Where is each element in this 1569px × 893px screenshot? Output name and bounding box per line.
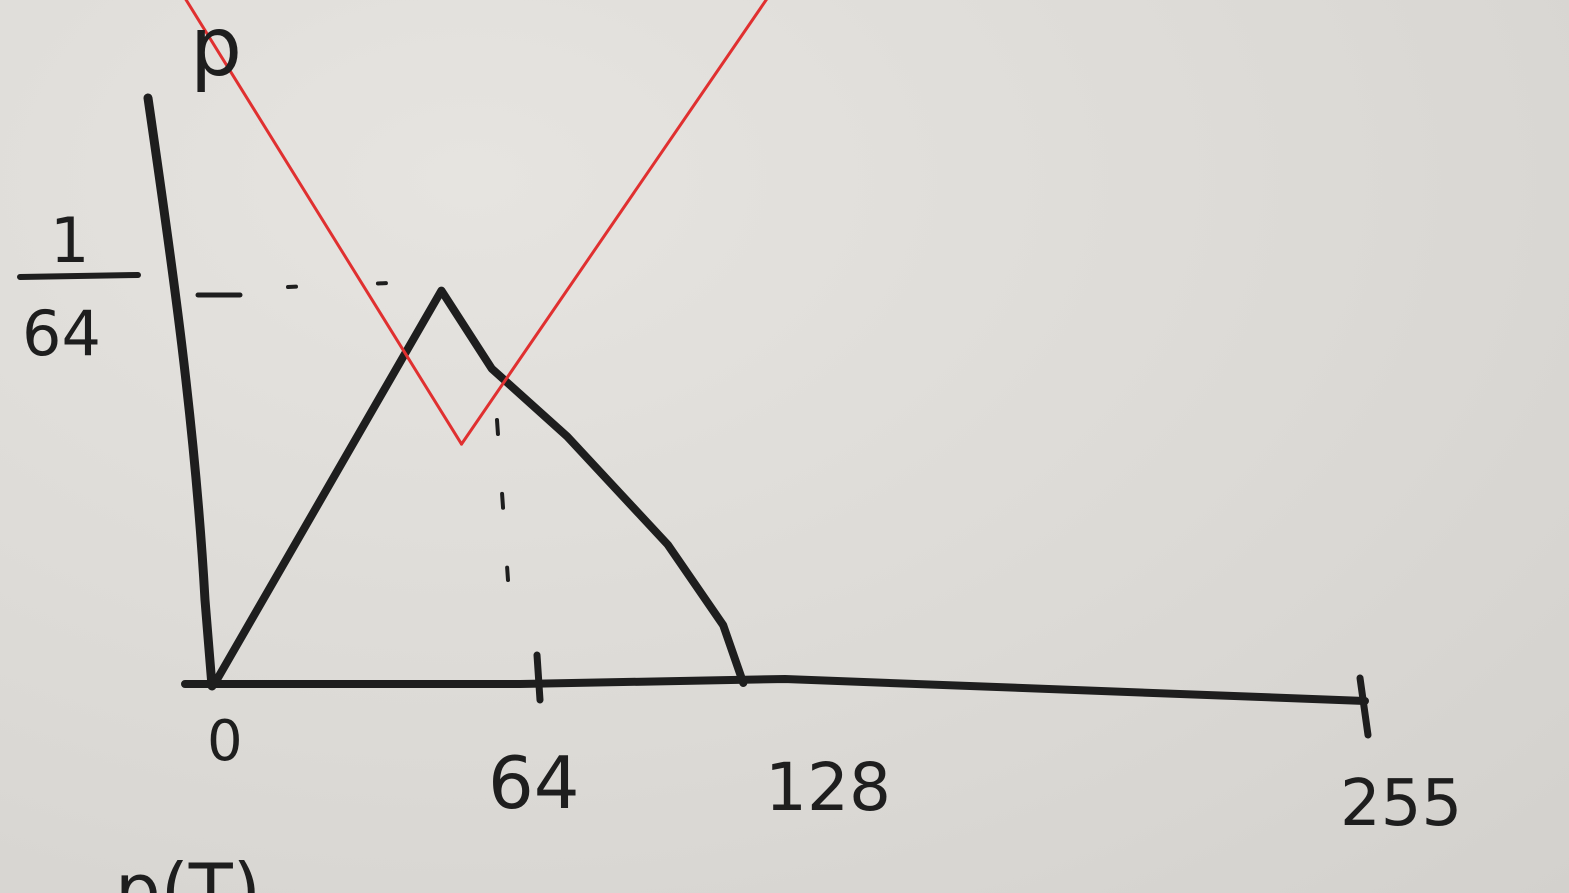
x-tick-mark-64 xyxy=(533,651,544,704)
x-tick-mark-255 xyxy=(1356,674,1372,739)
y-tick-fraction-label: 1 64 xyxy=(17,204,141,370)
peak-vertical-dash xyxy=(495,418,510,582)
x-tick-label-255: 255 xyxy=(1340,767,1462,841)
x-tick-label-128: 128 xyxy=(765,749,891,826)
y-axis xyxy=(143,93,217,691)
series-1-point-6 xyxy=(720,622,727,629)
series-line-2 xyxy=(184,0,768,446)
series-1-point-7 xyxy=(740,680,747,686)
svg-text:p: p xyxy=(190,0,242,95)
fraction-denominator: 64 xyxy=(22,297,101,370)
fraction-bar xyxy=(17,272,141,280)
y-axis-label: p xyxy=(190,0,242,95)
series-1-point-2 xyxy=(438,287,445,294)
series-1-point-3 xyxy=(488,365,495,372)
x-axis xyxy=(181,674,1369,705)
series-1-point-1 xyxy=(212,680,218,686)
bottom-cutoff-text: p(T) xyxy=(115,848,261,893)
x-tick-label-64: 64 xyxy=(488,741,580,825)
series-1-point-4 xyxy=(564,433,571,440)
series-2-point-2 xyxy=(460,442,463,446)
series-1-point-5 xyxy=(664,541,671,548)
series-line-1 xyxy=(211,286,748,687)
fraction-numerator: 1 xyxy=(50,204,89,277)
x-tick-label-0: 0 xyxy=(207,709,243,774)
